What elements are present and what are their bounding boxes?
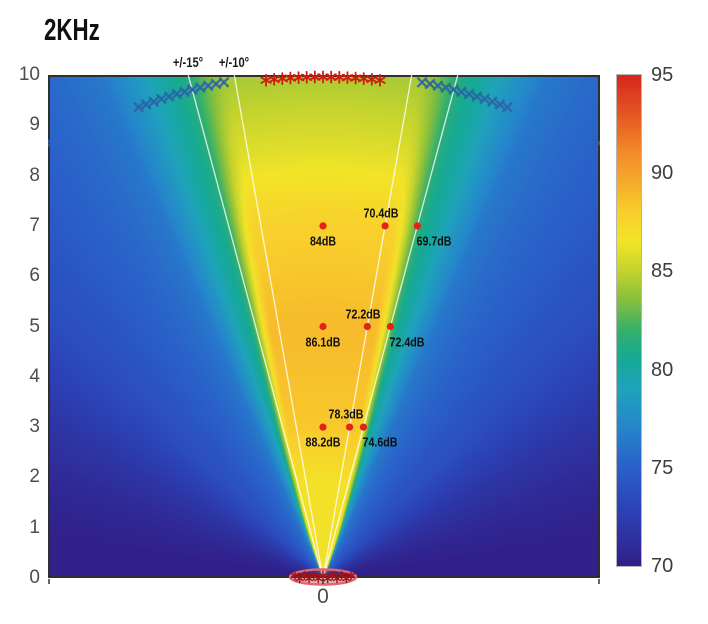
spl-value-label: 70.4dB: [363, 205, 399, 221]
spl-value-label: 78.3dB: [328, 406, 364, 422]
colorbar-tick-label: 90: [651, 162, 674, 185]
spl-value-label: 86.1dB: [305, 334, 341, 349]
spl-value-label: 69.7dB: [416, 233, 452, 249]
spl-value-label: 72.2dB: [345, 306, 381, 321]
y-axis-tick-label: 9: [29, 114, 40, 136]
angle-label-10deg: +/-10°: [219, 54, 250, 70]
x-axis-tick-label: 0: [317, 585, 329, 608]
colorbar-gradient: [616, 74, 642, 567]
chart-title: 2KHz: [44, 12, 100, 47]
y-axis-tick-label: 2: [29, 466, 40, 488]
colorbar-tick-label: 70: [651, 555, 674, 577]
y-axis-tick-label: 1: [29, 516, 40, 538]
colorbar-tick-label: 80: [651, 358, 674, 381]
colorbar-tick-label: 85: [651, 260, 674, 283]
y-axis-tick-label: 6: [29, 265, 40, 287]
y-axis-tick-label: 4: [29, 365, 40, 387]
y-axis-tick-label: 3: [29, 416, 40, 438]
y-axis-tick-label: 7: [29, 214, 40, 236]
y-axis-tick-label: 5: [29, 315, 40, 337]
angle-label-15deg: +/-15°: [173, 54, 204, 70]
colorbar-tick-label: 75: [651, 456, 674, 479]
y-axis-tick-label: 8: [29, 164, 40, 186]
axis-tick-marks: [48, 579, 600, 584]
spl-value-label: 72.4dB: [389, 334, 425, 349]
colorbar-tick-label: 95: [651, 64, 674, 86]
y-axis-tick-label: 10: [18, 64, 40, 85]
spl-value-label: 74.6dB: [362, 434, 398, 450]
y-axis-tick-label: 0: [29, 567, 40, 588]
spl-value-label: 84dB: [309, 233, 337, 249]
spl-value-label: 88.2dB: [305, 434, 341, 450]
spl-heatmap-canvas: [48, 75, 600, 578]
